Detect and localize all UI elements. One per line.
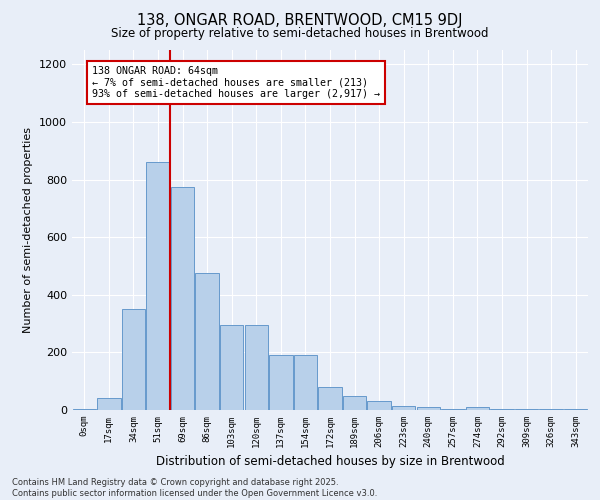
Bar: [196, 273, 219, 410]
Bar: [466, 407, 489, 410]
Text: 138, ONGAR ROAD, BRENTWOOD, CM15 9DJ: 138, ONGAR ROAD, BRENTWOOD, CM15 9DJ: [137, 12, 463, 28]
Bar: [294, 356, 317, 410]
Bar: [515, 408, 538, 410]
Text: 138 ONGAR ROAD: 64sqm
← 7% of semi-detached houses are smaller (213)
93% of semi: 138 ONGAR ROAD: 64sqm ← 7% of semi-detac…: [92, 66, 380, 99]
Bar: [441, 408, 464, 410]
Bar: [343, 396, 366, 410]
Bar: [97, 398, 121, 410]
Bar: [146, 162, 170, 410]
Y-axis label: Number of semi-detached properties: Number of semi-detached properties: [23, 127, 34, 333]
X-axis label: Distribution of semi-detached houses by size in Brentwood: Distribution of semi-detached houses by …: [155, 456, 505, 468]
Bar: [319, 387, 341, 410]
Bar: [269, 356, 293, 410]
Bar: [122, 309, 145, 410]
Bar: [245, 325, 268, 410]
Bar: [392, 406, 415, 410]
Bar: [416, 407, 440, 410]
Bar: [171, 187, 194, 410]
Bar: [367, 402, 391, 410]
Bar: [73, 408, 96, 410]
Text: Size of property relative to semi-detached houses in Brentwood: Size of property relative to semi-detach…: [111, 28, 489, 40]
Text: Contains HM Land Registry data © Crown copyright and database right 2025.
Contai: Contains HM Land Registry data © Crown c…: [12, 478, 377, 498]
Bar: [220, 325, 244, 410]
